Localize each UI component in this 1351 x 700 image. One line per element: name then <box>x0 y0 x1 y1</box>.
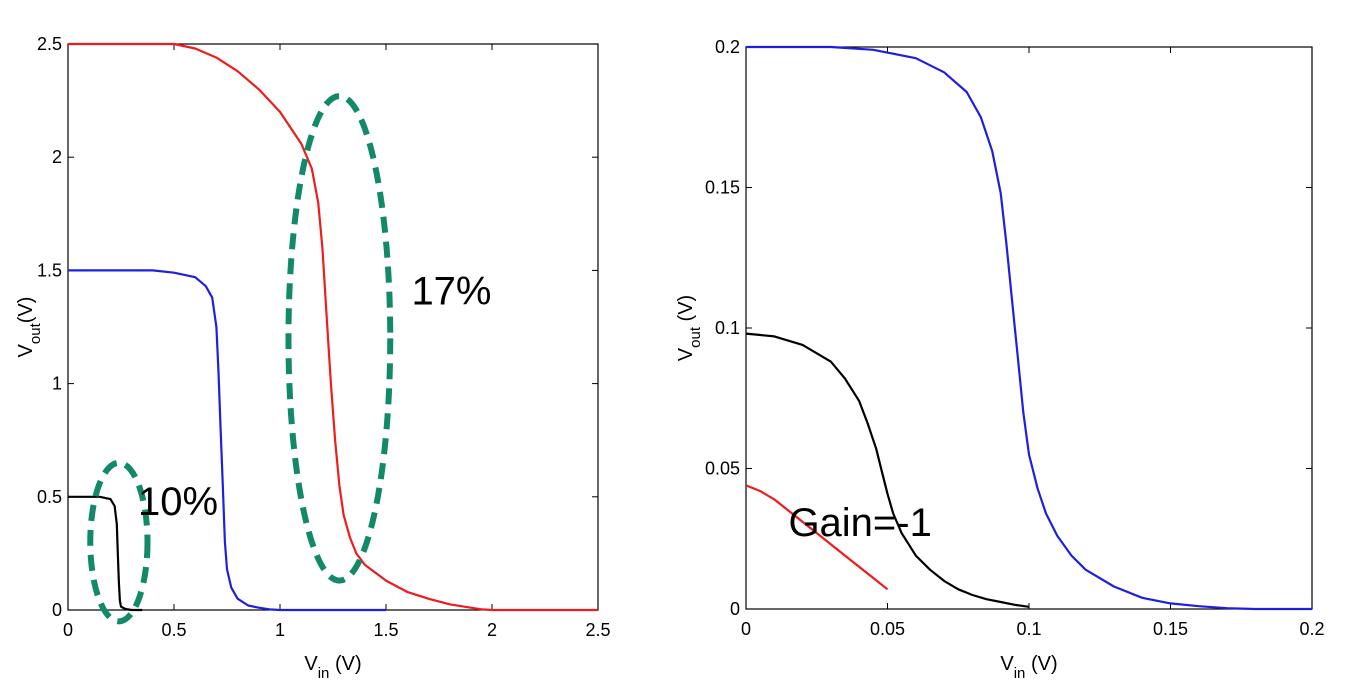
x-tick-label: 2 <box>487 620 497 640</box>
x-tick-label: 0.2 <box>1299 619 1324 639</box>
y-tick-label: 0.15 <box>705 178 740 198</box>
highlight-ellipse <box>87 459 151 625</box>
x-tick-label: 0.1 <box>1016 619 1041 639</box>
y-tick-label: 0.05 <box>705 459 740 479</box>
x-tick-label: 0 <box>63 620 73 640</box>
series-layer <box>68 42 598 612</box>
series-line <box>745 484 889 591</box>
ellipse-layer <box>87 93 394 625</box>
annotation-label: Gain=-1 <box>788 501 931 545</box>
series-layer <box>745 45 1312 611</box>
x-tick-label: 0.15 <box>1153 619 1188 639</box>
y-axis-label: Vout (V) <box>675 295 704 361</box>
series-line <box>68 42 598 612</box>
x-tick-label: 2.5 <box>585 620 610 640</box>
annotation-layer: Gain=-1 <box>788 501 931 545</box>
series-line <box>746 45 1312 611</box>
y-tick-label: 0.5 <box>37 487 62 507</box>
series-line <box>68 269 386 612</box>
y-tick-label: 0.2 <box>715 37 740 57</box>
y-axis-label: Vout(V) <box>15 297 44 358</box>
x-tick-labels: 0 0.5 1 1.5 2 2.5 <box>63 620 611 640</box>
x-tick-label: 0.05 <box>870 619 905 639</box>
x-tick-label: 0 <box>741 619 751 639</box>
x-axis-label: Vin (V) <box>1000 653 1057 682</box>
series-line <box>745 332 1030 608</box>
y-tick-label: 0.1 <box>715 318 740 338</box>
y-tick-label: 1 <box>52 374 62 394</box>
x-tick-label: 1.5 <box>373 620 398 640</box>
y-tick-label: 1.5 <box>37 260 62 280</box>
x-tick-label: 1 <box>275 620 285 640</box>
y-tick-labels: 0 0.5 1 1.5 2 2.5 <box>37 34 62 620</box>
annotation-layer: 17% 10% <box>138 269 492 524</box>
y-tick-label: 0 <box>730 599 740 619</box>
highlight-ellipse <box>285 93 394 584</box>
annotation-label: 10% <box>138 480 218 524</box>
chart-right: 0 0.05 0.1 0.15 0.2 00.050.10.150.2 Gain=-1 … <box>675 37 1325 682</box>
y-tick-labels: 0 0.05 0.1 0.15 0.2 <box>705 37 740 619</box>
x-tick-labels: 0 0.05 0.1 0.15 0.2 <box>741 619 1325 639</box>
x-tick-label: 0.5 <box>161 620 186 640</box>
chart-left: 0 0.5 1 1.5 2 2.5 0 0.5 1 1.5 2 2.5 17% 10% Vin (V)… <box>15 34 611 682</box>
annotation-label: 17% <box>411 269 491 313</box>
axis-ticks <box>67 43 599 611</box>
y-tick-label: 2.5 <box>37 34 62 54</box>
x-axis-label: Vin (V) <box>304 653 361 682</box>
y-tick-label: 0 <box>52 600 62 620</box>
y-tick-label: 2 <box>52 147 62 167</box>
series-line <box>68 495 143 612</box>
